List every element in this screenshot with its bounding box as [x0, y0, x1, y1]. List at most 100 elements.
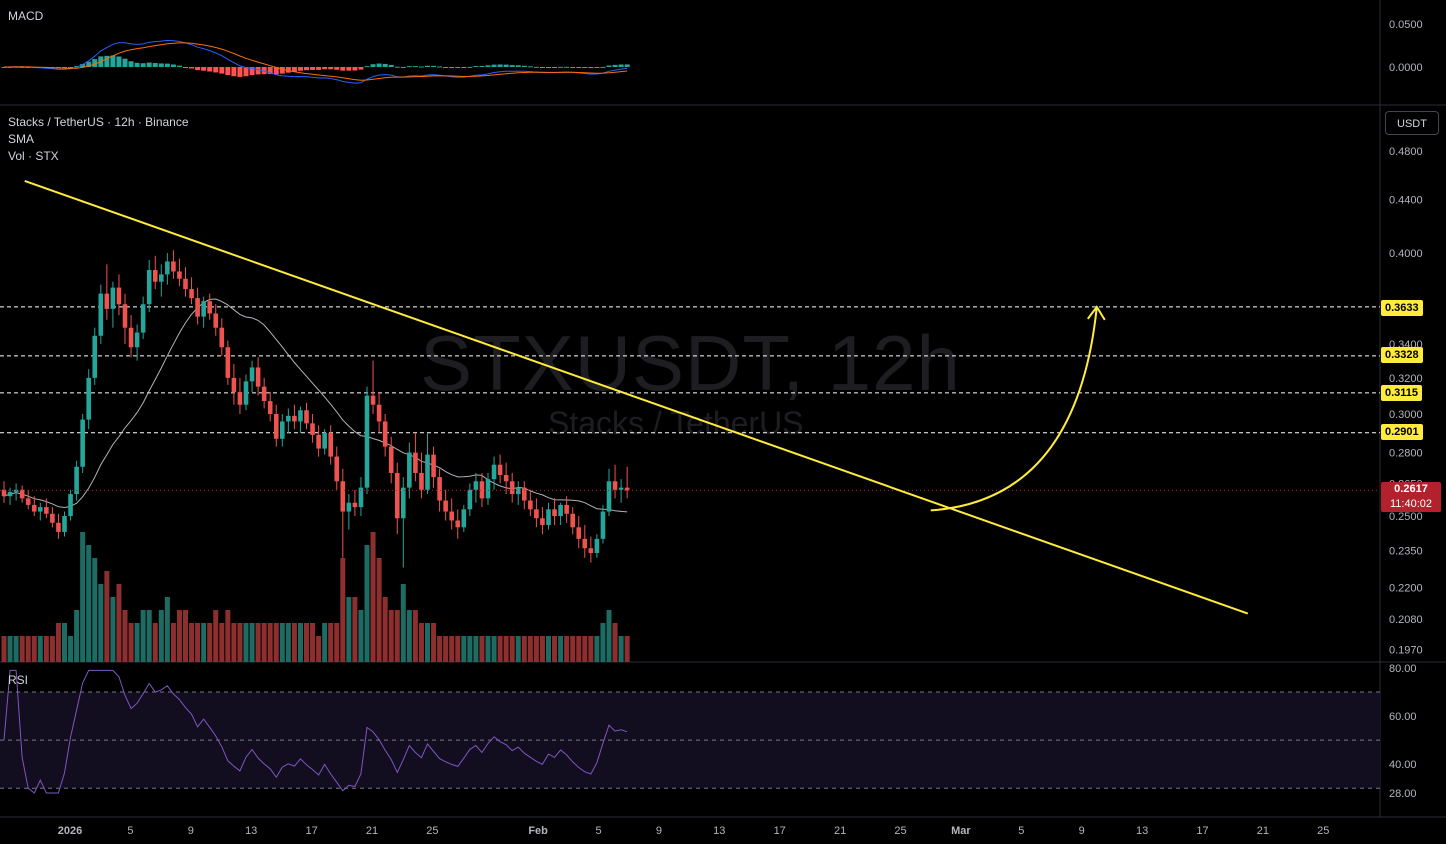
macd-histogram-bar: [201, 67, 207, 71]
candle-body: [195, 298, 200, 317]
macd-histogram-bar: [412, 66, 418, 68]
candle-body: [50, 513, 55, 523]
candle-body: [461, 509, 467, 528]
macd-histogram-bar: [62, 67, 67, 69]
time-tick-label: 9: [656, 825, 662, 837]
candle-body: [582, 538, 588, 549]
volume-bar: [49, 636, 55, 662]
macd-histogram-bar: [431, 65, 437, 67]
volume-bar: [358, 610, 364, 662]
macd-histogram-bar: [152, 63, 158, 67]
legend-sma[interactable]: SMA: [8, 132, 35, 146]
macd-histogram-bar: [74, 66, 80, 68]
candle-body: [80, 419, 85, 467]
candle-body: [485, 479, 491, 499]
legend-volume[interactable]: Vol · STX: [8, 149, 59, 163]
macd-histogram-bar: [243, 67, 249, 77]
macd-histogram-bar: [249, 67, 255, 75]
candle-body: [298, 410, 303, 422]
level-tag-4: 0.2901: [1381, 424, 1423, 440]
volume-bar: [455, 636, 461, 662]
candle-body: [394, 472, 400, 519]
volume-bar: [334, 623, 340, 662]
volume-bar: [158, 610, 164, 662]
candle-body: [159, 274, 164, 282]
volume-bar: [304, 623, 309, 662]
candle-body: [407, 452, 412, 488]
macd-histogram-bar: [189, 67, 195, 69]
volume-bar: [213, 610, 219, 662]
candle-body: [546, 509, 551, 526]
volume-bar: [558, 636, 564, 662]
sma-line: [3, 298, 628, 513]
time-tick-label: 17: [774, 825, 786, 837]
candle-body: [413, 452, 418, 473]
currency-unit-button[interactable]: USDT: [1385, 111, 1439, 135]
macd-histogram-bar: [443, 67, 449, 68]
volume-bar: [412, 610, 418, 662]
volume-bar: [431, 623, 437, 662]
volume-bar: [376, 558, 382, 662]
time-tick-label: 25: [894, 825, 906, 837]
macd-histogram-bar: [527, 66, 533, 68]
candle-body: [455, 520, 461, 528]
macd-histogram-bar: [134, 62, 140, 67]
time-tick-label: 21: [834, 825, 846, 837]
candle-body: [7, 491, 13, 497]
macd-histogram-bar: [86, 61, 92, 67]
candle-body: [443, 500, 448, 512]
time-tick-label: Mar: [951, 825, 971, 837]
macd-histogram-bar: [382, 63, 388, 67]
macd-histogram-bar: [606, 65, 612, 67]
price-tick-label: 0.2080: [1389, 614, 1423, 626]
candle-body: [146, 270, 152, 305]
volume-bar: [225, 610, 231, 662]
candle-body: [370, 395, 376, 405]
volume-bar: [533, 636, 539, 662]
candle-body: [189, 289, 194, 299]
volume-bar: [364, 545, 370, 662]
candle-body: [376, 404, 382, 422]
volume-bar: [400, 584, 406, 662]
macd-histogram-bar: [388, 64, 394, 67]
candle-body: [522, 487, 527, 501]
volume-bar: [340, 558, 346, 662]
macd-histogram-bar: [479, 65, 485, 67]
candle-body: [74, 466, 79, 495]
volume-bar: [62, 623, 67, 662]
macd-histogram-bar: [170, 64, 176, 67]
candle-body: [280, 421, 285, 439]
candle-body: [322, 432, 327, 449]
candle-body: [140, 304, 146, 333]
volume-bar: [539, 636, 545, 662]
volume-bar: [285, 623, 291, 662]
macd-histogram-bar: [225, 67, 231, 76]
volume-bar: [219, 623, 225, 662]
legend-title[interactable]: Stacks / TetherUS · 12h · Binance: [8, 115, 189, 129]
macd-histogram-bar: [521, 65, 527, 67]
macd-histogram-bar: [400, 66, 406, 68]
candle-body: [600, 511, 606, 539]
candle-body: [491, 464, 497, 480]
candle-body: [92, 335, 98, 378]
volume-bar: [267, 623, 273, 662]
candle-body: [497, 464, 503, 476]
macd-histogram-bar: [467, 66, 473, 68]
macd-histogram-bar: [116, 56, 122, 67]
candle-body: [431, 454, 436, 478]
candle-body: [606, 481, 612, 512]
volume-bar: [521, 636, 527, 662]
candle-body: [183, 278, 188, 290]
macd-histogram-bar: [104, 55, 110, 67]
volume-bar: [443, 636, 449, 662]
volume-bar: [509, 636, 515, 662]
level-tag-2: 0.3328: [1381, 347, 1423, 363]
volume-bar: [104, 571, 110, 662]
volume-bar: [25, 636, 31, 662]
volume-bar: [68, 636, 74, 662]
macd-histogram-bar: [68, 67, 74, 68]
macd-histogram-bar: [485, 65, 491, 67]
candle-body: [292, 415, 297, 422]
macd-histogram-bar: [473, 66, 479, 68]
